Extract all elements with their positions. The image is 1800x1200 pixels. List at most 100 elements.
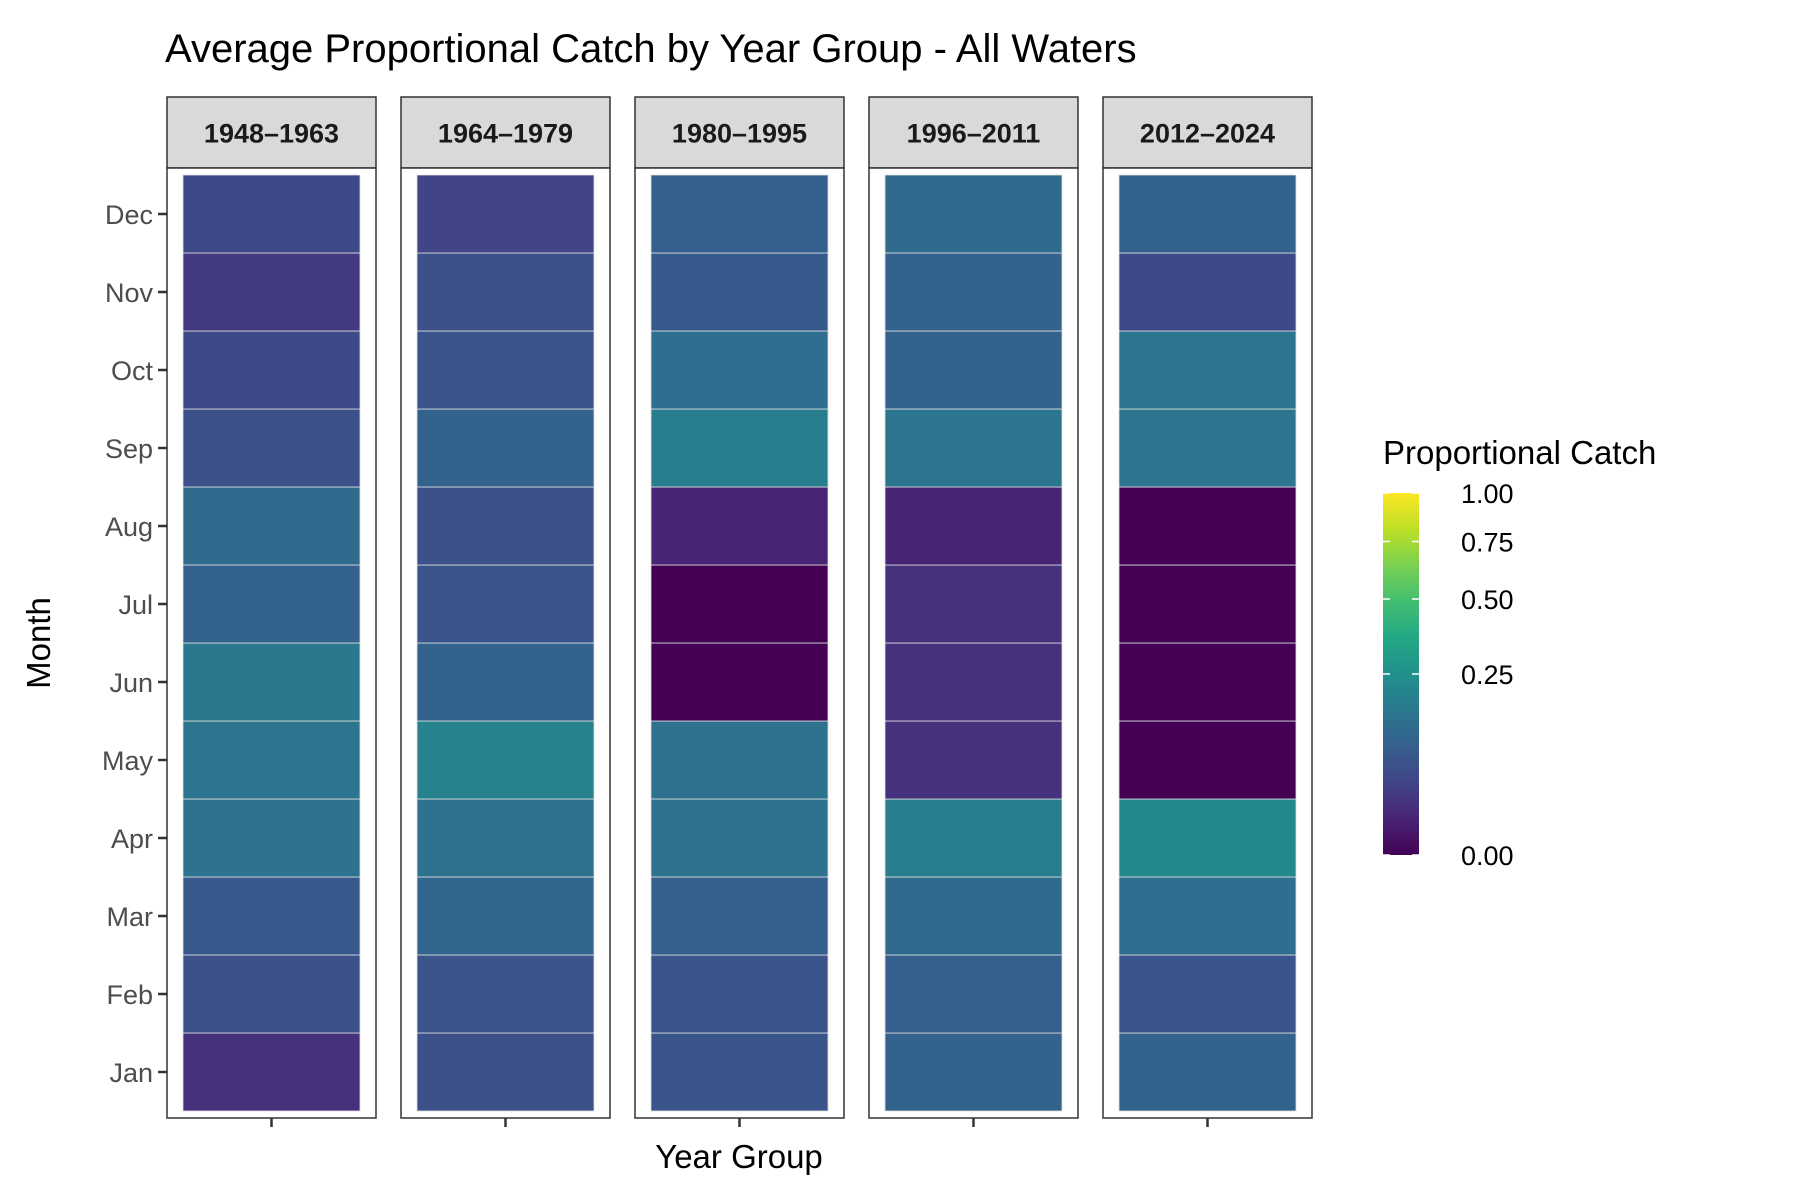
y-tick-label: Jun [109,668,153,698]
heatmap-tile [650,330,829,410]
chart-title: Average Proportional Catch by Year Group… [165,27,1137,71]
heatmap-tile [182,642,361,722]
facet-panel: 1948–1963 [166,96,377,1127]
facet-strip-label: 1964–1979 [438,119,573,149]
legend-tick-label: 1.00 [1461,479,1514,509]
heatmap-tile [650,564,829,644]
heatmap-tile [416,876,595,956]
heatmap-tile [1118,876,1297,956]
heatmap-tile [182,486,361,566]
heatmap-tile [182,564,361,644]
heatmap-tile [182,1032,361,1112]
heatmap-tile [416,330,595,410]
heatmap-tile [182,330,361,410]
facet-strip [868,96,1079,169]
heatmap-tile [884,486,1063,566]
heatmap-tile [650,174,829,254]
facet-strip-label: 1948–1963 [204,119,339,149]
y-tick-label: Dec [105,200,153,230]
y-tick-label: Mar [107,902,154,932]
heatmap-tile [182,174,361,254]
x-axis-title: Year Group [655,1138,823,1175]
heatmap-tile [1118,174,1297,254]
legend-tick-label: 0.50 [1461,585,1514,615]
heatmap-tile [416,252,595,332]
heatmap-tile [650,252,829,332]
heatmap-tile [650,408,829,488]
heatmap-tile [416,1032,595,1112]
heatmap-tile [416,798,595,878]
facet-panels: 1948–1963 1964–1979 1980–1995 1996–2011 2012… [166,96,1313,1127]
y-tick-label: Sep [105,434,153,464]
y-tick-label: Jan [109,1058,153,1088]
facet-panel: 1980–1995 [634,96,845,1127]
facet-strip-label: 1980–1995 [672,119,807,149]
heatmap-tile [1118,408,1297,488]
heatmap-tile [416,954,595,1034]
facet-panel: 1996–2011 [868,96,1079,1127]
heatmap-tile [884,252,1063,332]
heatmap-tile [416,408,595,488]
y-tick-label: Jul [118,590,153,620]
heatmap-tile [884,1032,1063,1112]
y-tick-label: May [102,746,154,776]
heatmap-tile [650,1032,829,1112]
facet-panel: 2012–2024 [1102,96,1313,1127]
heatmap-tile [650,954,829,1034]
heatmap-tile [182,720,361,800]
facet-panel: 1964–1979 [400,96,611,1127]
legend-title: Proportional Catch [1383,434,1656,471]
y-tick-label: Oct [111,356,154,386]
legend-tick-label: 0.25 [1461,660,1514,690]
y-tick-label: Apr [111,824,153,854]
heatmap-tile [416,486,595,566]
heatmap-tile [416,174,595,254]
heatmap-tile [1118,642,1297,722]
heatmap-tile [182,252,361,332]
y-tick-label: Aug [105,512,153,542]
heatmap-tile [884,564,1063,644]
heatmap-tile [182,954,361,1034]
heatmap-tile [1118,1032,1297,1112]
y-axis-title: Month [20,597,57,689]
facet-strip [634,96,845,169]
facet-strip-label: 2012–2024 [1140,119,1275,149]
heatmap-tile [884,798,1063,878]
heatmap-tile [416,720,595,800]
facet-strip [1102,96,1313,169]
facet-strip [166,96,377,169]
y-tick-label: Nov [105,278,154,308]
legend-ticks: 0.00 0.25 0.50 0.75 1.00 [1383,479,1514,871]
heatmap-tile [650,720,829,800]
heatmap-tile [884,174,1063,254]
heatmap-tile [182,876,361,956]
y-tick-label: Feb [106,980,153,1010]
heatmap-tile [884,408,1063,488]
heatmap-tile [650,642,829,722]
heatmap-tile [1118,954,1297,1034]
heatmap-tile [1118,564,1297,644]
legend: Proportional Catch 0.00 0.25 0.50 0.75 1.00 [1383,434,1656,871]
heatmap-tile [182,408,361,488]
heatmap-tile [182,798,361,878]
legend-tick-label: 0.75 [1461,527,1514,557]
heatmap-tile [1118,720,1297,800]
heatmap-tile [1118,486,1297,566]
legend-tick-label: 0.00 [1461,841,1514,871]
heatmap-tile [1118,252,1297,332]
y-axis: Jan Feb Mar Apr May Jun Jul Aug Sep Oct Nov Dec [102,200,167,1088]
heatmap-tile [1118,798,1297,878]
heatmap-tile [884,330,1063,410]
facet-strip-label: 1996–2011 [907,119,1041,149]
heatmap-tile [416,564,595,644]
heatmap-tile [1118,330,1297,410]
heatmap-tile [416,642,595,722]
heatmap-tile [884,954,1063,1034]
heatmap-tile [650,486,829,566]
heatmap-tile [884,720,1063,800]
heatmap-tile [650,798,829,878]
heatmap-tile [650,876,829,956]
heatmap-tile [884,876,1063,956]
heatmap-tile [884,642,1063,722]
